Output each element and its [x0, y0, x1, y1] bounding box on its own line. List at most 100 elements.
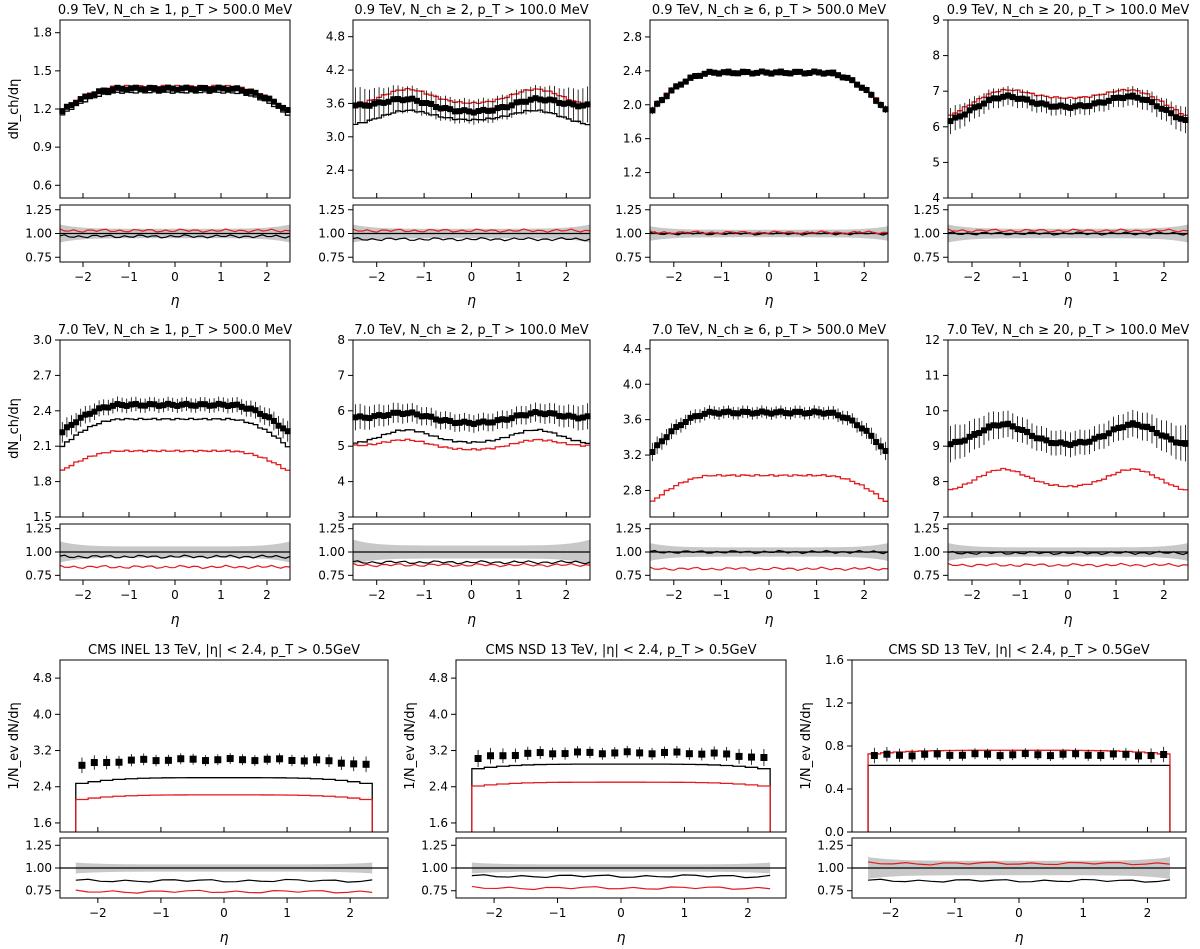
data-point [68, 102, 75, 109]
chart-panel-5: 7.0 TeV, N_ch ≥ 1, p_T > 500.0 MeV dN_ch/… [7, 323, 292, 628]
ratio-y-tick-label: 0.75 [318, 568, 345, 582]
data-point [654, 442, 661, 449]
data-point [1101, 99, 1107, 106]
data-point [77, 414, 84, 421]
y-tick-label: 4.0 [33, 707, 52, 721]
data-point [996, 752, 1004, 760]
data-point [792, 408, 799, 415]
data-point [716, 70, 723, 77]
data-point [658, 97, 665, 104]
data-point [1091, 435, 1098, 442]
data-point [1160, 750, 1168, 758]
data-point [760, 753, 768, 761]
ratio-y-tick-label: 1.00 [615, 545, 642, 559]
data-point [160, 85, 167, 92]
data-point [1163, 433, 1170, 440]
ratio-y-tick-label: 0.75 [817, 884, 844, 898]
y-tick-label: 1.5 [33, 64, 52, 78]
x-axis-label: η [467, 612, 476, 628]
model-histogram-red [948, 467, 1188, 491]
data-point [735, 410, 742, 417]
data-point [1149, 425, 1155, 432]
ratio-line-red [352, 228, 591, 233]
chart-panel-9: CMS INEL 13 TeV, |η| < 2.4, p_T > 0.5GeV… [7, 643, 389, 946]
data-point [575, 415, 582, 422]
data-point [537, 410, 544, 417]
y-tick-label: 0.0 [825, 825, 844, 839]
chart-title: 7.0 TeV, N_ch ≥ 2, p_T > 100.0 MeV [354, 323, 588, 338]
y-tick-label: 3.6 [623, 413, 642, 427]
ratio-y-tick-label: 1.25 [318, 522, 345, 536]
data-point [796, 68, 803, 75]
data-point [247, 88, 254, 95]
data-point [820, 70, 827, 77]
data-point [1057, 439, 1064, 446]
data-point [1129, 92, 1136, 99]
data-point [579, 414, 586, 421]
data-point [971, 104, 978, 111]
data-point [749, 70, 756, 77]
data-point [754, 69, 761, 76]
data-point [698, 750, 706, 758]
data-point [773, 409, 780, 416]
data-point [1122, 750, 1130, 758]
y-tick-label: 1.8 [33, 26, 52, 40]
data-point [985, 96, 992, 103]
x-tick-label: 0 [468, 588, 476, 602]
data-point [423, 100, 430, 107]
data-point [362, 760, 370, 768]
data-point [1048, 103, 1055, 110]
data-point [1163, 106, 1170, 113]
x-tick-label: 0 [1064, 588, 1072, 602]
data-point [352, 414, 359, 421]
data-point [957, 438, 963, 445]
y-tick-label: 8 [932, 475, 940, 489]
data-point [480, 418, 487, 425]
data-point [663, 434, 670, 441]
data-point [132, 400, 139, 407]
data-point [183, 84, 190, 91]
data-point [611, 749, 619, 757]
data-point [1072, 750, 1080, 758]
data-point [442, 416, 449, 423]
data-point [513, 99, 520, 106]
data-point [849, 417, 856, 424]
data-point [584, 101, 591, 108]
data-point [380, 412, 387, 419]
y-tick-label: 12 [925, 333, 940, 347]
data-point [224, 86, 231, 93]
data-point [1096, 433, 1103, 440]
ratio-line-black [868, 878, 1171, 883]
data-point [442, 104, 449, 111]
ratio-y-tick-label: 1.00 [25, 227, 52, 241]
data-point [456, 419, 463, 426]
data-point [146, 401, 153, 408]
data-point [570, 413, 577, 420]
data-point [1038, 435, 1045, 442]
data-point [350, 760, 358, 768]
data-point [1077, 438, 1083, 445]
y-tick-label: 1.8 [33, 475, 52, 489]
x-axis-label: η [171, 293, 180, 309]
data-point [551, 97, 558, 104]
y-tick-label: 4.8 [33, 671, 52, 685]
data-point [579, 102, 586, 109]
data-point [792, 68, 799, 75]
ratio-y-tick-label: 1.25 [25, 522, 52, 536]
data-point [716, 410, 723, 417]
data-point [1043, 101, 1050, 108]
x-tick-label: 0 [765, 270, 773, 284]
chart-title: 7.0 TeV, N_ch ≥ 6, p_T > 500.0 MeV [652, 323, 886, 338]
y-tick-label: 9 [932, 13, 940, 27]
model-histogram-black [471, 763, 771, 832]
data-point [1139, 423, 1146, 430]
data-point [877, 443, 884, 450]
ratio-y-tick-label: 0.75 [615, 250, 642, 264]
model-histogram-red [867, 749, 1171, 832]
data-point [475, 108, 482, 115]
data-point [447, 417, 454, 424]
x-tick-label: −2 [485, 906, 503, 920]
main-axes-frame [649, 19, 889, 199]
data-point [385, 412, 392, 419]
